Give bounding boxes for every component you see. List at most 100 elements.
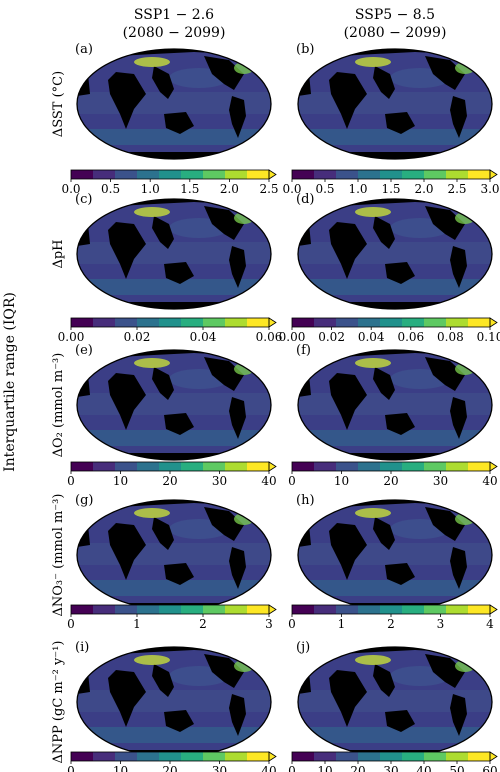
colorbar-tick-label: 0 — [288, 474, 296, 488]
panel-tag: (h) — [296, 493, 315, 508]
colorbar-tick-label: 0 — [67, 764, 75, 772]
map — [297, 349, 493, 461]
colorbar-tick-label: 0.02 — [124, 330, 151, 344]
colorbar-tick-label: 1.5 — [381, 182, 400, 196]
row-label: ΔNO₃⁻ (mmol m⁻³) — [51, 494, 66, 617]
panel-c: (c) 0.00 0.02 0.04 0.06 — [58, 192, 283, 344]
colorbar-tick-label: 10 — [334, 474, 349, 488]
colorbar-tick-label: 20 — [162, 474, 177, 488]
panel-tag: (i) — [75, 640, 89, 655]
column-title-ssp585: SSP5 − 8.5 — [355, 7, 435, 23]
colorbar: 0.0 0.5 1.0 1.5 2.0 2.5 3.0 — [282, 169, 500, 196]
panel-tag: (g) — [75, 493, 93, 508]
map — [76, 198, 272, 310]
colorbar-tick-label: 20 — [350, 764, 365, 772]
colorbar-tick-label: 0.10 — [477, 330, 500, 344]
column-title-ssp126: SSP1 − 2.6 — [134, 7, 214, 23]
colorbar-tick-label: 0 — [67, 617, 75, 631]
colorbar-tick-label: 40 — [261, 474, 276, 488]
panel-i: (i) 0 10 20 30 40 — [67, 640, 277, 772]
colorbar-tick-label: 0.06 — [397, 330, 424, 344]
colorbar-tick-label: 0 — [67, 474, 75, 488]
colorbar-tick-label: 1.0 — [141, 182, 160, 196]
row-label: ΔO₂ (mmol m⁻³) — [51, 353, 66, 458]
colorbar-tick-label: 30 — [212, 474, 227, 488]
colorbar-tick-label: 0 — [288, 764, 296, 772]
colorbar-tick-label: 0.04 — [190, 330, 217, 344]
map — [76, 48, 272, 160]
colorbar-tick-label: 30 — [383, 764, 398, 772]
colorbar-tick-label: 0.08 — [437, 330, 464, 344]
row-1: ΔSST (°C) (a) 0.0 0.5 1.0 1.5 2.0 2.5 (b) 0.0 0.5 1… — [51, 42, 500, 196]
colorbar-tick-label: 3 — [265, 617, 273, 631]
colorbar-tick-label: 0.0 — [282, 182, 301, 196]
colorbar: 0.00 0.02 0.04 0.06 0.08 0.10 — [279, 317, 500, 344]
colorbar-tick-label: 20 — [383, 474, 398, 488]
row-label: ΔNPP (gC m⁻² y⁻¹) — [51, 641, 66, 764]
colorbar-tick-label: 10 — [113, 474, 128, 488]
colorbar: 0 10 20 30 40 — [67, 461, 277, 488]
row-label: ΔSST (°C) — [51, 71, 66, 137]
colorbar-tick-label: 0.00 — [58, 330, 85, 344]
colorbar-tick-label: 0.06 — [256, 330, 283, 344]
colorbar-tick-label: 1.5 — [180, 182, 199, 196]
column-period-ssp126: (2080 − 2099) — [123, 25, 226, 41]
panel-tag: (e) — [75, 343, 93, 358]
colorbar: 0 1 2 3 4 — [288, 604, 498, 631]
map — [76, 499, 272, 611]
colorbar-tick-label: 10 — [317, 764, 332, 772]
colorbar: 0.0 0.5 1.0 1.5 2.0 2.5 — [61, 169, 279, 196]
colorbar-tick-label: 30 — [212, 764, 227, 772]
panel-tag: (j) — [296, 640, 310, 655]
panel-g: (g) 0 1 2 3 — [67, 493, 277, 631]
panel-grid: ΔSST (°C) (a) 0.0 0.5 1.0 1.5 2.0 2.5 (b) 0.0 0.5 1… — [51, 42, 500, 772]
panel-tag: (d) — [296, 192, 314, 207]
row-5: ΔNPP (gC m⁻² y⁻¹) (i) 0 10 20 30 40 (j) 0 10 20 30 4… — [51, 640, 498, 772]
colorbar-tick-label: 40 — [416, 764, 431, 772]
colorbar-tick-label: 2.5 — [259, 182, 278, 196]
map — [297, 48, 493, 160]
colorbar-tick-label: 10 — [113, 764, 128, 772]
colorbar-tick-label: 2.0 — [414, 182, 433, 196]
colorbar-tick-label: 2 — [199, 617, 207, 631]
colorbar: 0.00 0.02 0.04 0.06 — [58, 317, 283, 344]
panel-tag: (a) — [75, 42, 93, 57]
colorbar-tick-label: 50 — [449, 764, 464, 772]
panel-d: (d) 0.00 0.02 0.04 0.06 0.08 0.10 — [279, 192, 500, 344]
colorbar-tick-label: 3.0 — [480, 182, 499, 196]
colorbar: 0 10 20 30 40 50 60 — [288, 751, 498, 772]
colorbar-tick-label: 0.5 — [315, 182, 334, 196]
map — [297, 499, 493, 611]
colorbar-tick-label: 0.02 — [318, 330, 345, 344]
colorbar-tick-label: 0.5 — [101, 182, 120, 196]
panel-b: (b) 0.0 0.5 1.0 1.5 2.0 2.5 3.0 — [282, 42, 499, 196]
panel-f: (f) 0 10 20 30 40 — [288, 343, 498, 488]
panel-tag: (f) — [296, 343, 311, 358]
colorbar-tick-label: 40 — [482, 474, 497, 488]
colorbar-tick-label: 2.5 — [447, 182, 466, 196]
map — [76, 646, 272, 758]
colorbar-tick-label: 30 — [433, 474, 448, 488]
panel-tag: (c) — [75, 192, 92, 207]
colorbar-tick-label: 2.0 — [220, 182, 239, 196]
colorbar: 0 1 2 3 — [67, 604, 277, 631]
panel-h: (h) 0 1 2 3 4 — [288, 493, 498, 631]
column-period-ssp585: (2080 − 2099) — [344, 25, 447, 41]
colorbar-tick-label: 20 — [162, 764, 177, 772]
row-2: ΔpH(c)0.00 0.02 0.04 0.06(d)0.00 0.02 0.04 0.0… — [51, 192, 500, 344]
row-4: ΔNO₃⁻ (mmol m⁻³) (g) 0 1 2 3 (h) 0 1 2 3 4 — [51, 493, 498, 631]
panel-j: (j) 0 10 20 30 40 50 60 — [288, 640, 498, 772]
y-axis-title: Interquartile range (IQR) — [2, 292, 18, 472]
colorbar: 0 10 20 30 40 — [67, 751, 277, 772]
colorbar-tick-label: 40 — [261, 764, 276, 772]
colorbar-tick-label: 2 — [387, 617, 395, 631]
panel-tag: (b) — [296, 42, 314, 57]
panel-e: (e) 0 10 20 30 40 — [67, 343, 277, 488]
colorbar-tick-label: 4 — [486, 617, 494, 631]
colorbar: 0 10 20 30 40 — [288, 461, 498, 488]
colorbar-tick-label: 0.00 — [279, 330, 306, 344]
colorbar-tick-label: 1 — [133, 617, 141, 631]
colorbar-tick-label: 0.0 — [61, 182, 80, 196]
row-label: ΔpH — [51, 239, 66, 268]
